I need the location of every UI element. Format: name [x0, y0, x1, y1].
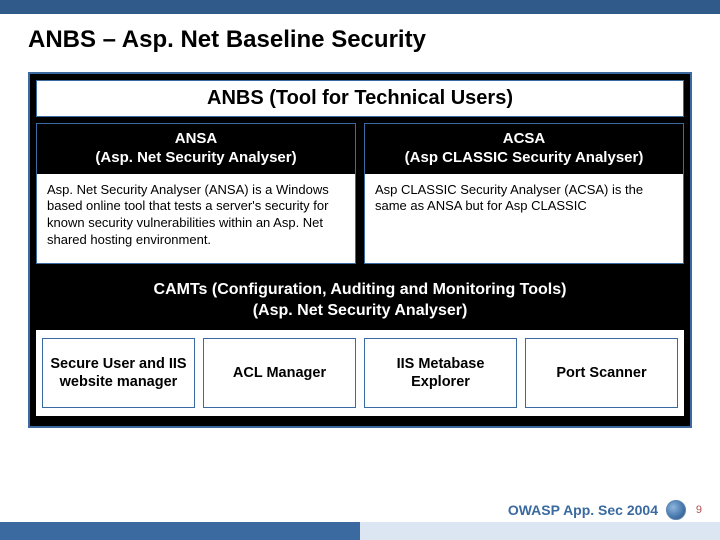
camts-line1: CAMTs (Configuration, Auditing and Monit… — [154, 281, 567, 298]
acsa-head-line1: ACSA — [503, 130, 546, 147]
acsa-heading: ACSA (Asp CLASSIC Security Analyser) — [365, 124, 683, 174]
footer-right — [360, 522, 720, 540]
tools-row: Secure User and IIS website manager ACL … — [36, 330, 684, 416]
footer-bar — [0, 522, 720, 540]
acsa-body: Asp CLASSIC Security Analyser (ACSA) is … — [365, 174, 683, 264]
footer-label: OWASP App. Sec 2004 — [508, 502, 658, 518]
footer-left — [0, 522, 360, 540]
ansa-heading: ANSA (Asp. Net Security Analyser) — [37, 124, 355, 174]
ansa-body: Asp. Net Security Analyser (ANSA) is a W… — [37, 174, 355, 264]
main-panel: ANBS (Tool for Technical Users) ANSA (As… — [28, 72, 692, 428]
analyser-columns: ANSA (Asp. Net Security Analyser) Asp. N… — [36, 123, 684, 264]
tool-iis-metabase: IIS Metabase Explorer — [364, 338, 517, 408]
tool-acl-manager: ACL Manager — [203, 338, 356, 408]
tool-port-scanner: Port Scanner — [525, 338, 678, 408]
ansa-column: ANSA (Asp. Net Security Analyser) Asp. N… — [36, 123, 356, 264]
anbs-header: ANBS (Tool for Technical Users) — [36, 80, 684, 117]
top-accent-bar — [0, 0, 720, 14]
slide: ANBS – Asp. Net Baseline Security ANBS (… — [0, 0, 720, 540]
acsa-column: ACSA (Asp CLASSIC Security Analyser) Asp… — [364, 123, 684, 264]
page-number: 9 — [696, 504, 702, 516]
camts-line2: (Asp. Net Security Analyser) — [253, 302, 468, 319]
tool-secure-user: Secure User and IIS website manager — [42, 338, 195, 408]
ansa-head-line2: (Asp. Net Security Analyser) — [95, 149, 296, 166]
globe-icon — [666, 500, 686, 520]
acsa-head-line2: (Asp CLASSIC Security Analyser) — [405, 149, 644, 166]
ansa-head-line1: ANSA — [175, 130, 218, 147]
camts-heading: CAMTs (Configuration, Auditing and Monit… — [36, 274, 684, 330]
slide-title: ANBS – Asp. Net Baseline Security — [28, 26, 426, 54]
